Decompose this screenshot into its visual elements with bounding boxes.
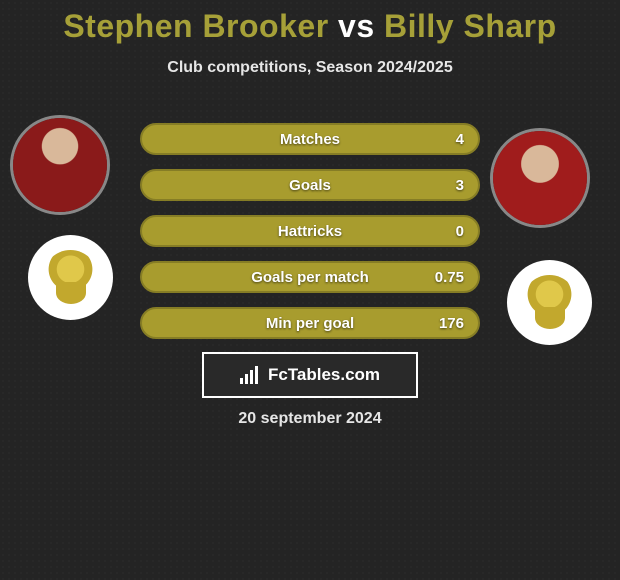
subtitle: Club competitions, Season 2024/2025 (0, 59, 620, 77)
page-title: Stephen Brooker vs Billy Sharp (0, 0, 620, 45)
infographic-container: Stephen Brooker vs Billy Sharp Club comp… (0, 0, 620, 580)
stat-label: Hattricks (278, 223, 342, 240)
title-vs: vs (338, 8, 375, 44)
stat-label: Min per goal (266, 315, 354, 332)
player2-club-badge (507, 260, 592, 345)
stat-value-right: 0.75 (435, 269, 464, 286)
stats-bars: Matches 4 Goals 3 Hattricks 0 Goals per … (140, 123, 480, 339)
player1-avatar (10, 115, 110, 215)
brand-box: FcTables.com (202, 352, 418, 398)
stat-value-right: 176 (439, 315, 464, 332)
title-player2: Billy Sharp (384, 8, 557, 44)
stat-label: Matches (280, 131, 340, 148)
stat-label: Goals (289, 177, 331, 194)
bars-icon (240, 366, 262, 384)
stat-bar-min-per-goal: Min per goal 176 (140, 307, 480, 339)
player2-avatar (490, 128, 590, 228)
brand-text: FcTables.com (268, 365, 380, 385)
player1-club-badge (28, 235, 113, 320)
stat-value-right: 3 (456, 177, 464, 194)
club-crest-icon (43, 250, 98, 305)
date-text: 20 september 2024 (238, 410, 381, 428)
stat-value-right: 4 (456, 131, 464, 148)
stat-bar-goals-per-match: Goals per match 0.75 (140, 261, 480, 293)
stat-bar-goals: Goals 3 (140, 169, 480, 201)
stat-label: Goals per match (251, 269, 369, 286)
stat-bar-hattricks: Hattricks 0 (140, 215, 480, 247)
stat-bar-matches: Matches 4 (140, 123, 480, 155)
player1-silhouette (13, 118, 107, 212)
club-crest-icon (522, 275, 577, 330)
title-player1: Stephen Brooker (63, 8, 328, 44)
stat-value-right: 0 (456, 223, 464, 240)
player2-silhouette (493, 131, 587, 225)
